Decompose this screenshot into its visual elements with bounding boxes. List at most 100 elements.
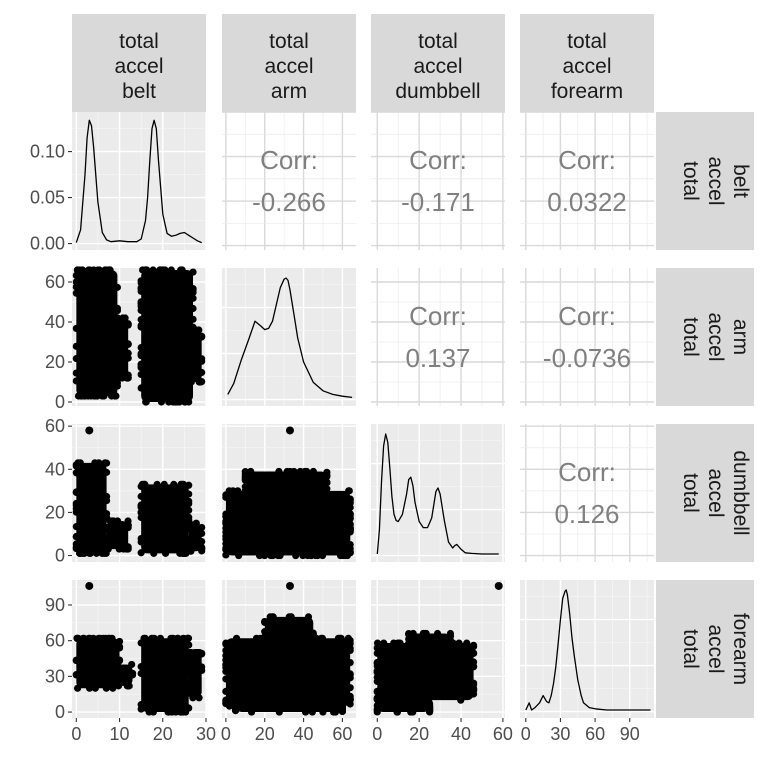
- scatter-point: [292, 491, 300, 499]
- scatter-point: [446, 629, 455, 638]
- scatter-point: [395, 639, 403, 647]
- density-curve-total_accel_dumbbell: [376, 433, 499, 555]
- correlation-value: 0.0322: [547, 187, 627, 217]
- scatter-point: [275, 708, 283, 716]
- scatter-point: [187, 547, 195, 555]
- scatter-point: [301, 708, 310, 716]
- scatter-point: [114, 314, 122, 322]
- y-tick-label: 40: [45, 459, 65, 479]
- y-axis-row-1: 0 20 40 60: [45, 272, 72, 412]
- scatter-point: [426, 706, 434, 714]
- scatter-point: [189, 326, 198, 334]
- scatter-point: [149, 266, 157, 274]
- scatter-point: [189, 694, 197, 702]
- scatter-point: [195, 694, 203, 702]
- scatter-point: [323, 472, 331, 481]
- scatter-point: [72, 369, 80, 377]
- scatter-dense-region: [106, 521, 129, 550]
- scatter-point: [92, 549, 101, 557]
- scatter-point: [137, 287, 145, 295]
- y-tick-label: 30: [45, 666, 65, 686]
- scatter-point: [222, 661, 230, 669]
- scatter-point: [72, 656, 80, 664]
- scatter-point: [346, 696, 354, 704]
- y-tick-label: 40: [45, 312, 65, 332]
- scatter-point: [317, 634, 325, 642]
- scatter-point: [107, 338, 115, 346]
- scatter-dense-region: [141, 484, 189, 554]
- scatter-point: [137, 549, 145, 557]
- scatter-point: [336, 551, 345, 560]
- scatter-cloud-r3-c2: [373, 629, 478, 716]
- scatter-point: [106, 517, 114, 525]
- y-tick-label: 0: [55, 546, 65, 566]
- scatter-point: [301, 467, 309, 476]
- scatter-point: [268, 613, 276, 621]
- y-tick-label: 90: [45, 595, 65, 615]
- scatter-point: [469, 681, 478, 689]
- panel-background: [520, 580, 654, 718]
- column-strip-label: belt: [122, 80, 156, 103]
- scatter-point: [309, 467, 317, 476]
- scatter-point: [148, 634, 156, 642]
- correlation-label: Corr:: [260, 145, 318, 175]
- scatter-point: [140, 634, 148, 642]
- scatter-point: [184, 634, 193, 642]
- scatter-point: [261, 635, 269, 643]
- scatter-point: [113, 307, 121, 315]
- scatter-point: [72, 508, 80, 516]
- scatter-point: [261, 628, 269, 636]
- scatter-point: [405, 641, 413, 649]
- scatter-point: [185, 668, 193, 676]
- scatter-point: [198, 332, 206, 340]
- scatter-point: [189, 294, 197, 302]
- correlation-value: 0.137: [405, 343, 470, 373]
- scatter-point: [173, 398, 181, 406]
- scatter-point: [323, 478, 331, 487]
- scatter-point: [315, 491, 323, 499]
- strip-background: [520, 14, 654, 112]
- scatter-point: [283, 467, 291, 476]
- scatter-point: [72, 377, 80, 385]
- scatter-point: [73, 684, 82, 692]
- y-tick-label: 0: [55, 392, 65, 412]
- panel-background: [222, 112, 356, 250]
- x-axis-col-1: 0 20 40 60: [221, 718, 352, 744]
- scatter-point: [108, 660, 116, 669]
- scatter-point: [107, 392, 116, 400]
- scatter-point: [261, 617, 269, 626]
- correlation-value: -0.266: [252, 187, 326, 217]
- scatter-point: [186, 378, 194, 386]
- scatter-point: [72, 342, 80, 350]
- scatter-point: [248, 491, 256, 499]
- scatter-point: [299, 547, 308, 555]
- scatter-point: [72, 271, 80, 280]
- x-tick-label: 60: [493, 724, 513, 744]
- scatter-point: [457, 696, 465, 704]
- scatter-point: [102, 525, 111, 533]
- scatter-point: [185, 524, 193, 533]
- scatter-point: [185, 660, 193, 668]
- scatter-point: [149, 708, 157, 716]
- scatter-dense-region: [110, 664, 133, 686]
- scatter-point: [179, 634, 187, 642]
- scatter-point: [99, 634, 107, 642]
- scatter-point: [292, 551, 300, 560]
- scatter-point: [125, 682, 133, 690]
- x-tick-label: 20: [255, 724, 275, 744]
- scatter-point: [128, 660, 136, 669]
- scatter-point: [124, 373, 132, 382]
- scatter-point: [177, 266, 186, 274]
- scatter-dense-region: [408, 633, 451, 646]
- scatter-point: [94, 266, 102, 274]
- scatter-point: [299, 530, 308, 539]
- scatter-point: [150, 549, 158, 557]
- scatter-point: [95, 459, 103, 467]
- scatter-point: [85, 684, 94, 692]
- scatter-point: [115, 637, 124, 646]
- scatter-point: [198, 355, 206, 363]
